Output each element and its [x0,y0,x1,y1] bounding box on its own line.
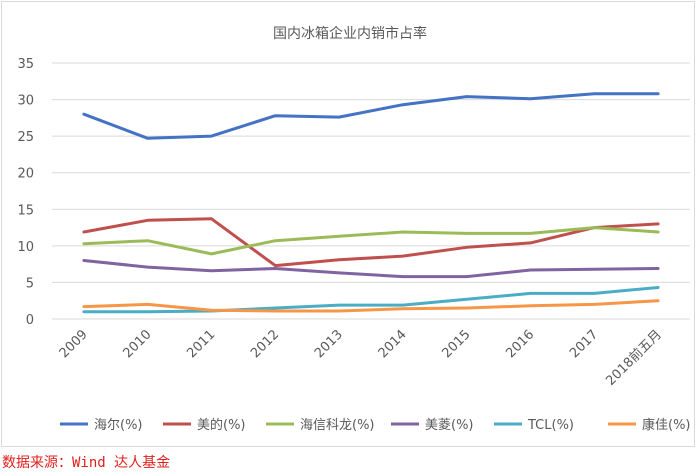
y-tick-label: 30 [17,94,34,109]
series-line-3 [82,226,660,256]
x-tick-label: 2010 [121,327,155,361]
legend-label-5: TCL(%) [527,418,574,433]
y-tick-label: 25 [17,130,34,145]
x-tick-label: 2011 [184,327,218,361]
x-tick-label: 2012 [248,327,282,361]
source-note: 数据来源：Wind 达人基金 [2,455,171,471]
legend-label-4: 美菱(%) [425,418,474,433]
x-tick-label: 2009 [57,327,91,361]
legend-label-6: 康佳(%) [642,417,691,433]
x-tick-label: 2015 [440,327,474,361]
legend-label-3: 海信科龙(%) [300,418,375,433]
chart-title: 国内冰箱企业内销市占率 [273,25,427,42]
x-tick-label: 2013 [312,327,346,361]
y-tick-label: 15 [17,203,34,218]
x-tick-label: 2016 [503,327,537,361]
y-tick-label: 35 [17,57,34,72]
series-line-1 [82,92,660,140]
y-tick-label: 20 [17,167,34,182]
series-line-2 [82,217,660,268]
series-line-4 [82,259,660,279]
y-tick-label: 10 [17,240,34,255]
series-line-5 [82,286,660,314]
line-chart: 国内冰箱企业内销市占率 0 5 10 15 20 25 30 35 2009 2010 2011 201… [17,25,691,433]
x-tick-label: 2018前五月 [603,327,665,389]
y-tick-label: 0 [26,313,34,328]
x-tick-label: 2017 [567,327,601,361]
chart-frame [1,1,695,447]
series-line-6 [82,299,660,313]
legend-label-2: 美的(%) [197,417,246,433]
legend-label-1: 海尔(%) [94,418,143,433]
y-tick-label: 5 [26,276,34,291]
x-tick-label: 2014 [376,327,410,361]
